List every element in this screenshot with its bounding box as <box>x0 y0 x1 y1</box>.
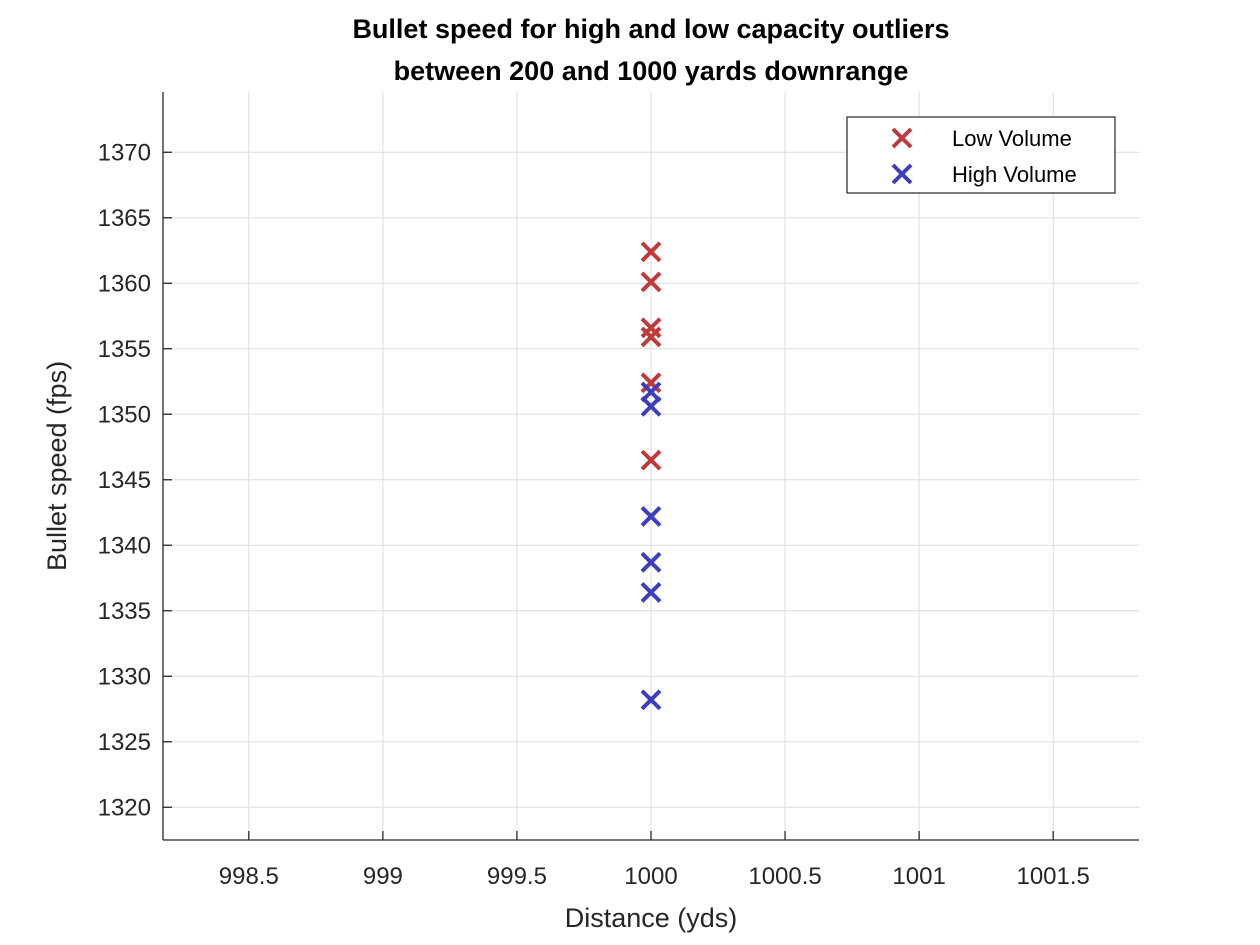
data-point <box>640 506 662 527</box>
y-tick-label: 1360 <box>98 270 151 297</box>
legend-box <box>846 116 1116 194</box>
legend-label: High Volume <box>952 162 1077 187</box>
x-axis-label: Distance (yds) <box>565 903 738 933</box>
x-tick-label: 1000 <box>624 863 677 890</box>
data-point <box>640 395 662 417</box>
x-tick-label: 1001.5 <box>1016 863 1089 890</box>
x-tick-labels: 998.5 999 999.5 1000 1000.5 1001 1001.5 <box>219 831 1090 890</box>
data-point <box>640 449 662 471</box>
data-point <box>640 271 662 293</box>
legend-label: Low Volume <box>952 126 1072 151</box>
x-tick-label: 998.5 <box>219 863 279 890</box>
y-tick-label: 1355 <box>98 336 151 363</box>
axes-frame <box>162 92 1139 841</box>
data-point <box>640 317 662 339</box>
grid-lines <box>163 92 1139 840</box>
y-tick-label: 1330 <box>98 663 151 690</box>
data-point <box>640 372 662 394</box>
x-tick-label: 999 <box>363 863 403 890</box>
data-point <box>640 241 662 263</box>
y-tick-labels: 1320 1325 1330 1335 1340 1345 1350 1355 1360 1365… <box>98 139 172 821</box>
x-tick-label: 1000.5 <box>748 863 821 890</box>
y-tick-label: 1340 <box>98 532 151 559</box>
legend-items: Low Volume High Volume <box>891 126 1077 187</box>
x-tick-label: 999.5 <box>487 863 547 890</box>
data-point <box>640 581 662 603</box>
legend-marker <box>891 127 913 149</box>
data-point <box>640 689 662 711</box>
series-low-volume <box>640 241 662 471</box>
y-axis-label: Bullet speed (fps) <box>42 361 72 571</box>
data-points <box>640 241 662 711</box>
legend-marker <box>891 163 913 185</box>
y-tick-label: 1370 <box>98 139 151 166</box>
x-tick-label: 1001 <box>892 863 945 890</box>
data-point <box>640 551 662 573</box>
y-tick-label: 1345 <box>98 467 151 494</box>
y-tick-label: 1350 <box>98 401 151 428</box>
y-tick-label: 1325 <box>98 729 151 756</box>
legend: Low Volume High Volume <box>846 116 1116 194</box>
data-point <box>640 326 662 348</box>
chart-title-line-2: between 200 and 1000 yards downrange <box>394 56 909 86</box>
y-tick-label: 1365 <box>98 205 151 232</box>
chart-title-line-1: Bullet speed for high and low capacity o… <box>352 14 949 44</box>
y-tick-label: 1320 <box>98 794 151 821</box>
y-tick-label: 1335 <box>98 598 151 625</box>
series-high-volume <box>640 381 662 711</box>
